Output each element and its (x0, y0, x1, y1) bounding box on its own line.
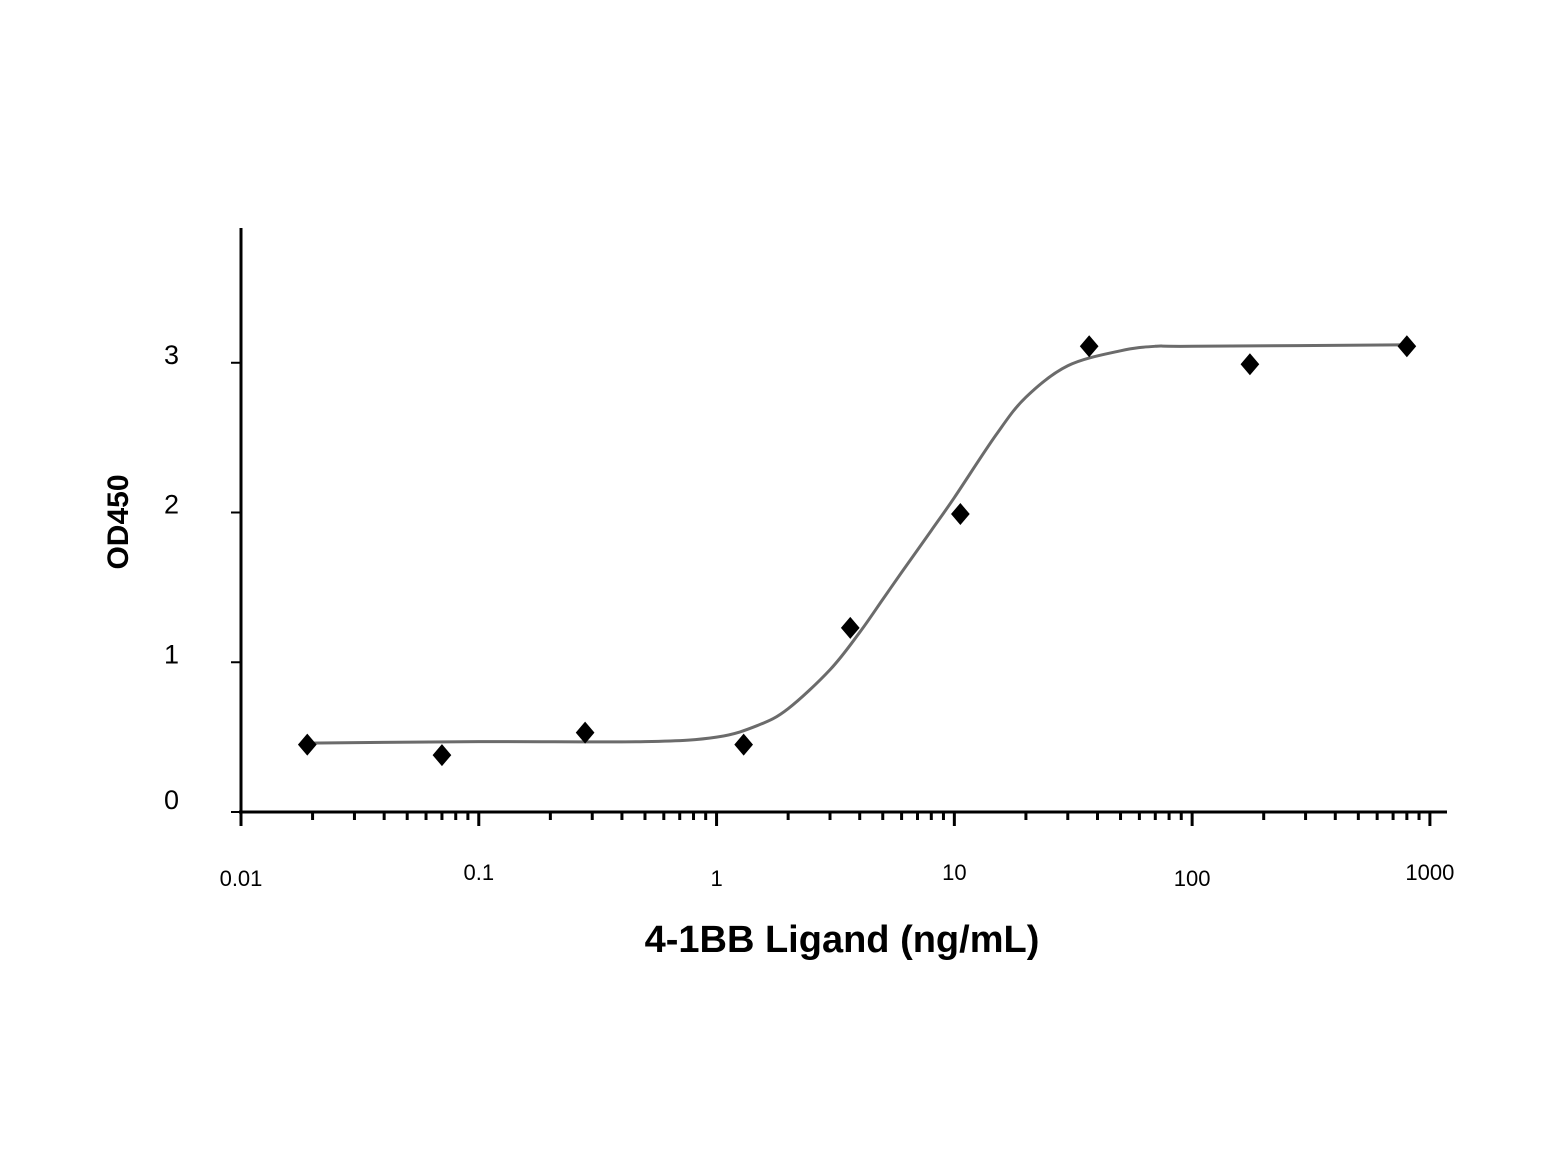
data-point (1397, 335, 1417, 358)
data-point (951, 503, 970, 526)
fit-curve (307, 343, 1407, 745)
data-point (734, 733, 754, 756)
y-axis-title: OD450 (102, 474, 135, 569)
y-tick-label: 2 (164, 490, 179, 520)
x-tick-label: 0.01 (220, 866, 263, 891)
x-axis-title: 4-1BB Ligand (ng/mL) (645, 919, 1040, 961)
y-tick-label: 0 (164, 785, 179, 815)
x-tick-label: 10 (942, 860, 966, 885)
data-point (297, 733, 317, 756)
x-tick-label: 100 (1174, 866, 1211, 891)
data-point (1240, 353, 1260, 376)
y-tick-label: 3 (164, 340, 179, 370)
data-point (575, 721, 595, 744)
x-tick-label: 1 (710, 866, 722, 891)
x-tick-label: 1000 (1405, 860, 1454, 885)
data-point (840, 616, 860, 639)
x-tick-label: 0.1 (463, 860, 494, 885)
data-point (1079, 335, 1099, 358)
y-tick-label: 1 (164, 639, 179, 669)
data-point (432, 744, 452, 767)
